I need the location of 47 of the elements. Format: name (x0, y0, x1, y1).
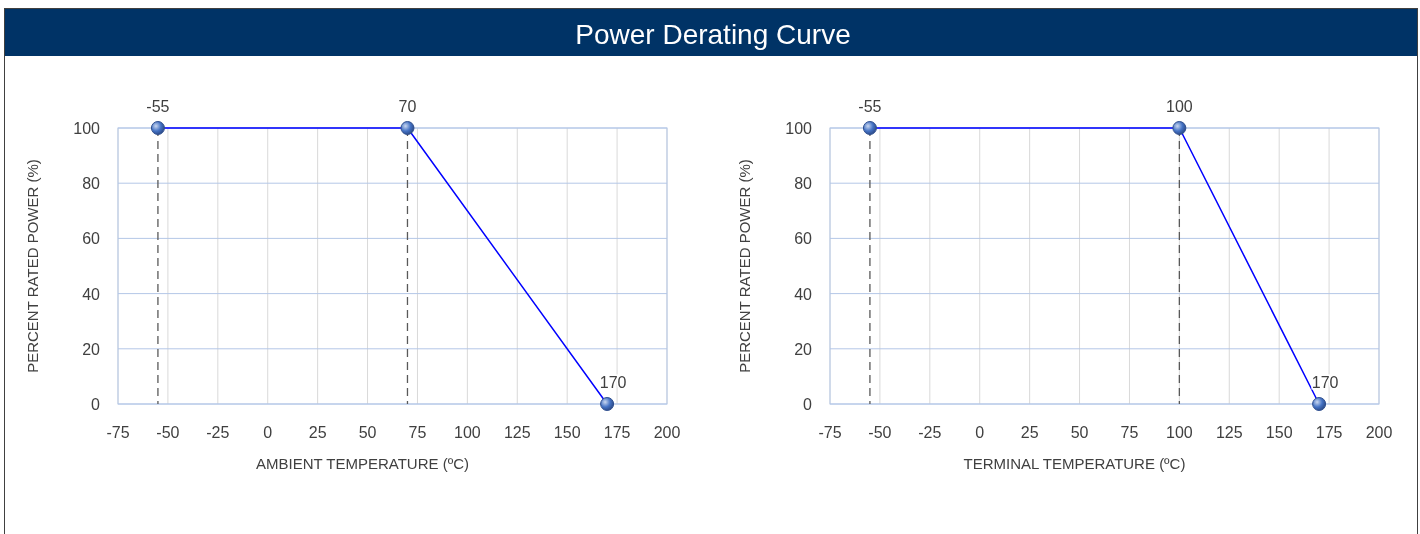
x-tick-label: 0 (263, 424, 273, 441)
annotation: -55 (146, 98, 170, 115)
x-tick-label: 25 (1020, 424, 1039, 441)
y-tick-label: 40 (794, 285, 813, 303)
x-tick-label: 175 (603, 424, 631, 441)
x-tick-label: -75 (106, 424, 130, 441)
x-tick-label: 75 (408, 424, 427, 441)
x-tick-label: 75 (1120, 424, 1139, 441)
y-tick-label: 0 (91, 396, 101, 413)
x-tick-label: 100 (1166, 424, 1193, 441)
x-tick-label: 150 (553, 424, 581, 441)
annotation: 170 (599, 374, 627, 391)
x-axis-title: TERMINAL TEMPERATURE (ºC) (963, 455, 1186, 472)
x-tick-label: 200 (653, 424, 681, 441)
x-tick-label: -50 (868, 424, 892, 441)
y-tick-label: 0 (803, 396, 813, 413)
y-tick-label: 100 (73, 120, 101, 137)
x-tick-label: 200 (1365, 424, 1393, 441)
y-axis-title: PERCENT RATED POWER (%) (24, 159, 41, 373)
annotation: -55 (858, 98, 882, 115)
x-tick-label: -50 (156, 424, 180, 441)
x-tick-label: 150 (1265, 424, 1293, 441)
annotation: 100 (1166, 98, 1193, 115)
y-tick-label: 20 (794, 340, 813, 358)
y-tick-label: 60 (82, 230, 101, 248)
x-tick-label: 125 (1215, 424, 1243, 441)
x-tick-label: 100 (454, 424, 481, 441)
x-tick-label: 175 (1315, 424, 1343, 441)
annotation: 70 (398, 98, 417, 115)
x-tick-label: 25 (308, 424, 327, 441)
x-tick-label: 50 (1070, 424, 1089, 441)
y-tick-label: 80 (794, 175, 813, 193)
x-tick-label: 50 (358, 424, 377, 441)
y-axis-title: PERCENT RATED POWER (%) (736, 159, 753, 373)
y-tick-label: 40 (82, 285, 101, 303)
x-tick-label: -25 (918, 424, 942, 441)
x-tick-label: -75 (818, 424, 842, 441)
x-axis-title: AMBIENT TEMPERATURE (ºC) (256, 455, 469, 472)
y-tick-label: 100 (785, 120, 813, 137)
x-tick-label: 0 (975, 424, 985, 441)
x-tick-label: -25 (206, 424, 230, 441)
y-tick-label: 80 (82, 175, 101, 193)
annotation: 170 (1311, 374, 1339, 391)
x-tick-label: 125 (503, 424, 531, 441)
y-tick-label: 20 (82, 340, 101, 358)
chart-title: Power Derating Curve (575, 19, 851, 50)
y-tick-label: 60 (794, 230, 813, 248)
